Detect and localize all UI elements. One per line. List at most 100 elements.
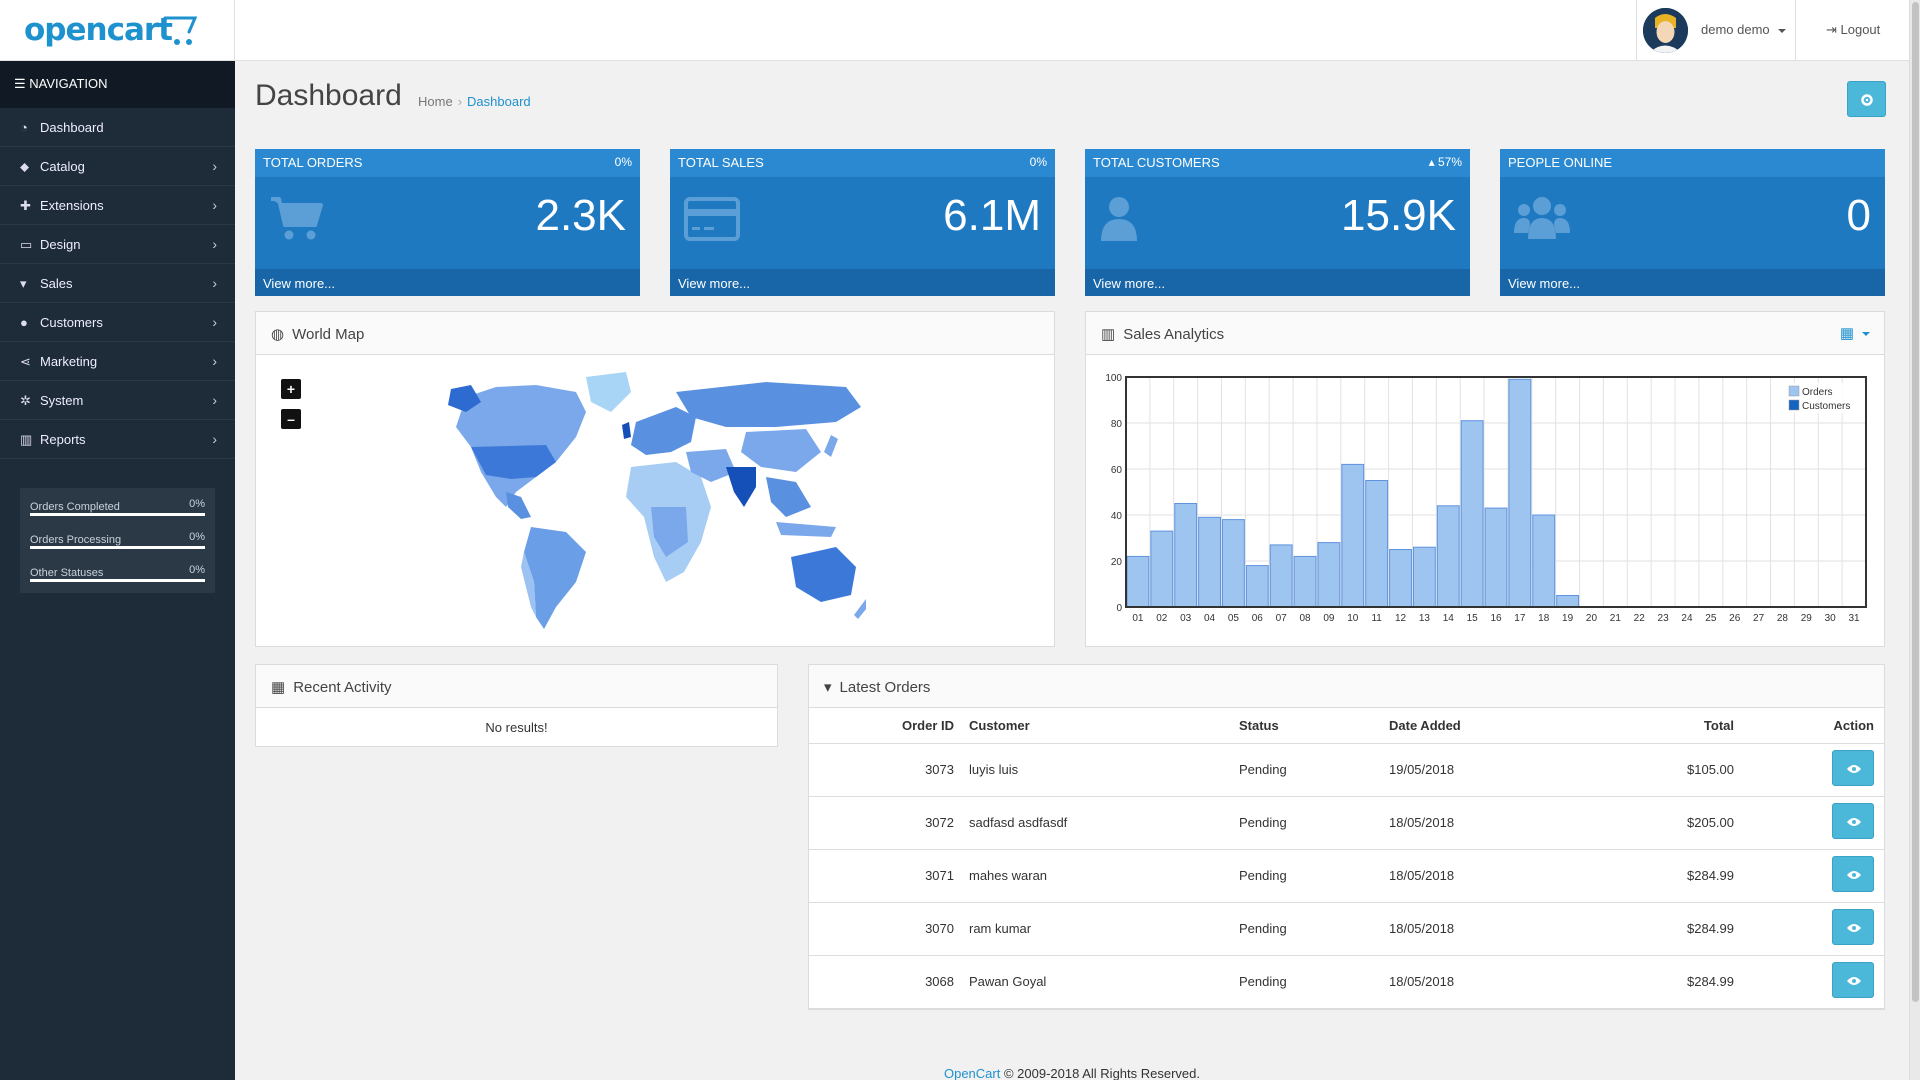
settings-button[interactable] bbox=[1847, 81, 1886, 117]
view-more-link[interactable]: View more... bbox=[1500, 269, 1885, 296]
view-more-link[interactable]: View more... bbox=[670, 269, 1055, 296]
globe-icon: ◍ bbox=[271, 326, 285, 343]
stat-progress-bar bbox=[30, 546, 205, 549]
opencart-logo[interactable]: opencart bbox=[24, 12, 173, 48]
sidebar-item-customers[interactable]: ● Customers › bbox=[0, 303, 235, 342]
view-order-button[interactable] bbox=[1832, 749, 1874, 786]
opencart-link[interactable]: OpenCart bbox=[943, 1066, 1001, 1080]
nav-list: ◔ Dashboard ⬥ Catalog › ✚ Extensions › ▭ Design › ▾… bbox=[0, 108, 235, 459]
x-tick-label: 01 bbox=[1132, 613, 1144, 624]
zoom-in-button[interactable]: + bbox=[281, 379, 301, 399]
sidebar-item-design[interactable]: ▭ Design › bbox=[0, 225, 235, 264]
sidebar-item-reports[interactable]: ▥ Reports › bbox=[0, 420, 235, 459]
view-more-link[interactable]: View more... bbox=[1085, 269, 1470, 296]
avatar[interactable] bbox=[1643, 8, 1688, 53]
sidebar-item-catalog[interactable]: ⬥ Catalog › bbox=[0, 147, 235, 186]
sidebar-item-label: Reports bbox=[40, 432, 86, 447]
bar-orders-19[interactable] bbox=[1556, 595, 1580, 608]
breadcrumb-home[interactable]: Home bbox=[418, 94, 453, 109]
view-order-button[interactable] bbox=[1832, 961, 1874, 998]
bar-orders-13[interactable] bbox=[1412, 546, 1436, 608]
share-icon: ⋖ bbox=[20, 354, 31, 369]
view-order-button[interactable] bbox=[1832, 908, 1874, 945]
col-customer[interactable]: Customer bbox=[969, 708, 1239, 744]
bar-orders-15[interactable] bbox=[1460, 420, 1484, 608]
order-stats: Orders Completed 0% Orders Processing 0% Oth… bbox=[20, 488, 215, 593]
bar-orders-17[interactable] bbox=[1508, 378, 1532, 608]
view-more-link[interactable]: View more... bbox=[255, 269, 640, 296]
bar-orders-05[interactable] bbox=[1221, 519, 1245, 608]
bar-orders-18[interactable] bbox=[1532, 514, 1556, 608]
action-cell bbox=[1734, 902, 1884, 956]
scrollbar-thumb[interactable] bbox=[1912, 2, 1919, 1002]
status-cell: Pending bbox=[1239, 849, 1389, 903]
customer-cell: luyis luis bbox=[969, 743, 1239, 797]
x-tick-label: 08 bbox=[1299, 613, 1311, 624]
bar-orders-12[interactable] bbox=[1389, 549, 1412, 608]
x-tick-label: 06 bbox=[1252, 613, 1264, 624]
x-tick-label: 26 bbox=[1729, 613, 1741, 624]
calendar-dropdown-button[interactable]: ▦ bbox=[1840, 324, 1870, 342]
stat-progress-bar bbox=[30, 579, 205, 582]
bar-orders-11[interactable] bbox=[1365, 480, 1389, 608]
tile-total-customers: TOTAL CUSTOMERS ▴ 57% 15.9K View more... bbox=[1085, 149, 1470, 296]
chevron-right-icon: › bbox=[212, 392, 217, 408]
zoom-out-button[interactable]: – bbox=[281, 409, 301, 429]
panel-heading: ▥ Sales Analytics ▦ bbox=[1086, 312, 1884, 355]
world-map[interactable] bbox=[426, 367, 866, 637]
x-tick-label: 11 bbox=[1371, 613, 1382, 624]
sidebar-item-system[interactable]: ✲ System › bbox=[0, 381, 235, 420]
bar-orders-10[interactable] bbox=[1341, 463, 1365, 608]
bar-orders-06[interactable] bbox=[1245, 565, 1269, 608]
sidebar-item-label: Catalog bbox=[40, 159, 85, 174]
bar-orders-04[interactable] bbox=[1198, 516, 1221, 608]
sidebar-item-sales[interactable]: ▾ Sales › bbox=[0, 264, 235, 303]
y-tick-label: 60 bbox=[1111, 465, 1123, 476]
cart-icon bbox=[271, 197, 323, 240]
latest-orders-panel: ▾ Latest Orders Order ID Customer Status … bbox=[808, 664, 1885, 1010]
bar-orders-01[interactable] bbox=[1126, 555, 1150, 608]
calendar-icon: ▦ bbox=[271, 679, 286, 696]
bar-orders-02[interactable] bbox=[1150, 530, 1174, 608]
col-total[interactable]: Total bbox=[1589, 708, 1734, 744]
user-icon bbox=[1101, 197, 1137, 241]
col-date-added[interactable]: Date Added bbox=[1389, 708, 1589, 744]
map-china bbox=[741, 429, 821, 472]
map-india bbox=[726, 467, 756, 507]
x-tick-label: 19 bbox=[1562, 613, 1574, 624]
sidebar-item-extensions[interactable]: ✚ Extensions › bbox=[0, 186, 235, 225]
order-id-cell: 3072 bbox=[809, 796, 969, 850]
chevron-right-icon: › bbox=[212, 236, 217, 252]
page-scrollbar[interactable] bbox=[1909, 0, 1920, 1080]
stat-label: Orders Completed bbox=[30, 501, 120, 513]
bar-orders-14[interactable] bbox=[1436, 505, 1460, 608]
nav-heading[interactable]: ☰ NAVIGATION bbox=[0, 61, 235, 108]
sidebar-item-dashboard[interactable]: ◔ Dashboard bbox=[0, 108, 235, 147]
bar-orders-08[interactable] bbox=[1293, 555, 1317, 608]
y-tick-label: 40 bbox=[1111, 511, 1123, 522]
order-id-cell: 3068 bbox=[809, 955, 969, 1009]
sidebar-item-label: Extensions bbox=[40, 198, 104, 213]
bar-orders-03[interactable] bbox=[1174, 503, 1198, 608]
cog-icon: ✲ bbox=[20, 393, 31, 408]
table-row: 3071 mahes waran Pending 18/05/2018 $284.99 bbox=[809, 849, 1884, 903]
logo-area[interactable]: opencart bbox=[0, 0, 235, 61]
bar-chart-icon: ▥ bbox=[20, 432, 33, 447]
bar-orders-09[interactable] bbox=[1317, 542, 1341, 608]
view-order-button[interactable] bbox=[1832, 855, 1874, 892]
user-name[interactable]: demo demo bbox=[1701, 22, 1786, 37]
cart-icon: ▾ bbox=[824, 679, 832, 696]
col-status[interactable]: Status bbox=[1239, 708, 1389, 744]
gear-icon bbox=[1861, 94, 1873, 106]
logout-link[interactable]: ⇥ Logout bbox=[1826, 22, 1880, 38]
sidebar-item-marketing[interactable]: ⋖ Marketing › bbox=[0, 342, 235, 381]
col-order-id[interactable]: Order ID bbox=[809, 708, 969, 744]
view-order-button[interactable] bbox=[1832, 802, 1874, 839]
user-menu[interactable]: demo demo bbox=[1636, 0, 1796, 61]
status-cell: Pending bbox=[1239, 743, 1389, 797]
bar-orders-16[interactable] bbox=[1484, 507, 1508, 608]
bar-orders-07[interactable] bbox=[1269, 544, 1293, 608]
breadcrumb-dashboard[interactable]: Dashboard bbox=[467, 94, 531, 109]
status-cell: Pending bbox=[1239, 955, 1389, 1009]
customer-cell: sadfasd asdfasdf bbox=[969, 796, 1239, 850]
